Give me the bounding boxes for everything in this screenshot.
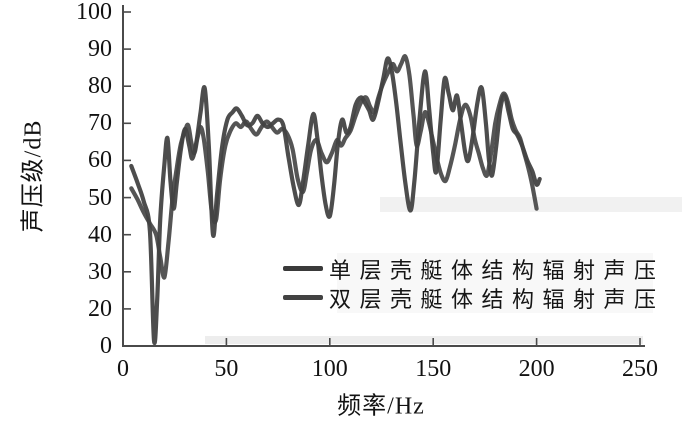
x-tick-label: 250 bbox=[622, 356, 658, 382]
y-tick-label: 50 bbox=[88, 184, 112, 211]
y-tick-label: 100 bbox=[76, 0, 112, 25]
legend: 单层壳艇体结构辐射声压 双层壳艇体结构辐射声压 bbox=[283, 254, 665, 312]
scan-artifacts bbox=[205, 197, 682, 344]
legend-label: 单层壳艇体结构辐射声压 bbox=[329, 257, 665, 283]
legend-item-single-shell: 单层壳艇体结构辐射声压 bbox=[283, 254, 665, 283]
y-axis-title: 声压级/dB bbox=[20, 119, 47, 233]
series-line-1 bbox=[129, 54, 539, 280]
x-axis-title: 频率/Hz bbox=[337, 393, 425, 420]
axes bbox=[122, 5, 645, 347]
x-tick-label: 0 bbox=[117, 356, 129, 382]
y-tick-label: 0 bbox=[100, 333, 112, 359]
legend-item-double-shell: 双层壳艇体结构辐射声压 bbox=[283, 283, 665, 312]
legend-line-sample bbox=[283, 295, 323, 300]
y-tick-label: 70 bbox=[88, 110, 112, 137]
legend-line-sample bbox=[283, 266, 323, 271]
y-tick-label: 80 bbox=[88, 73, 112, 100]
y-tick-label: 40 bbox=[88, 221, 112, 248]
y-tick-label: 20 bbox=[88, 295, 112, 322]
tick-marks bbox=[122, 11, 641, 347]
legend-label: 双层壳艇体结构辐射声压 bbox=[329, 286, 665, 312]
x-tick-label: 150 bbox=[415, 356, 452, 382]
y-tick-label: 90 bbox=[88, 36, 112, 63]
x-tick-label: 50 bbox=[214, 356, 239, 382]
y-tick-label: 30 bbox=[88, 258, 112, 285]
x-tick-label: 200 bbox=[518, 356, 555, 382]
x-tick-label: 100 bbox=[311, 356, 348, 382]
y-tick-label: 60 bbox=[88, 147, 112, 174]
